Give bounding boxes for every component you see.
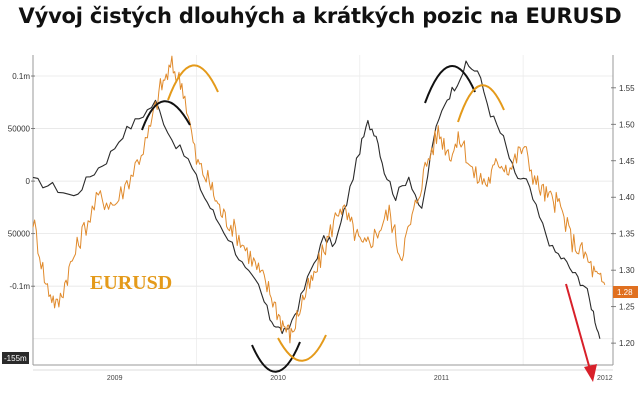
right-tick-label: 1.45 <box>619 157 635 166</box>
x-tick-label: 2012 <box>597 375 613 382</box>
right-tick-label: 1.20 <box>619 339 635 348</box>
right-last-tag: 1.28 <box>617 288 633 297</box>
left-last-tag: -155m <box>4 354 27 363</box>
right-tick-label: 1.30 <box>619 266 635 275</box>
x-tick-label: 2011 <box>434 375 449 382</box>
left-tick-label: 0.1m <box>12 72 30 81</box>
arc-black-2009 <box>141 100 191 131</box>
arc-black-2010 <box>251 341 301 373</box>
arc-orange-2010 <box>277 334 327 362</box>
down-arrow-shaft <box>565 283 592 374</box>
left-last-tag-box <box>2 352 29 364</box>
x-axis-ticks: 2009 2010 2011 2012 <box>107 375 613 382</box>
down-arrow-head <box>584 364 597 382</box>
left-tick-label: 50000 <box>8 230 31 239</box>
chart-title: Vývoj čistých dlouhých a krátkých pozic … <box>18 4 622 28</box>
arc-orange-2009 <box>167 64 219 101</box>
x-tick-label: 2009 <box>107 375 123 382</box>
right-last-tag-box <box>613 286 638 298</box>
left-axis-ticks: 0.1m 50000 0 50000 -0.1m <box>8 72 35 291</box>
right-tick-label: 1.25 <box>619 303 635 312</box>
eurusd-line <box>32 55 606 344</box>
right-tick-label: 1.50 <box>619 120 635 129</box>
right-axis-ticks: 1.20 1.25 1.30 1.35 1.40 1.45 1.50 1.55 <box>611 84 635 348</box>
right-tick-label: 1.35 <box>619 230 635 239</box>
arc-orange-2011 <box>457 84 505 123</box>
plot-area <box>33 55 613 365</box>
net-positions-line <box>32 60 601 339</box>
left-tick-label: -0.1m <box>10 282 31 291</box>
left-tick-label: 0 <box>26 177 31 186</box>
series-group <box>32 55 606 344</box>
right-tick-label: 1.55 <box>619 84 635 93</box>
x-tick-label: 2010 <box>270 375 286 382</box>
right-tick-label: 1.40 <box>619 193 635 202</box>
annotations <box>141 64 597 382</box>
eurusd-legend-label: EURUSD <box>90 272 172 294</box>
left-tick-label: 50000 <box>8 125 31 134</box>
arc-black-2011 <box>424 65 476 104</box>
